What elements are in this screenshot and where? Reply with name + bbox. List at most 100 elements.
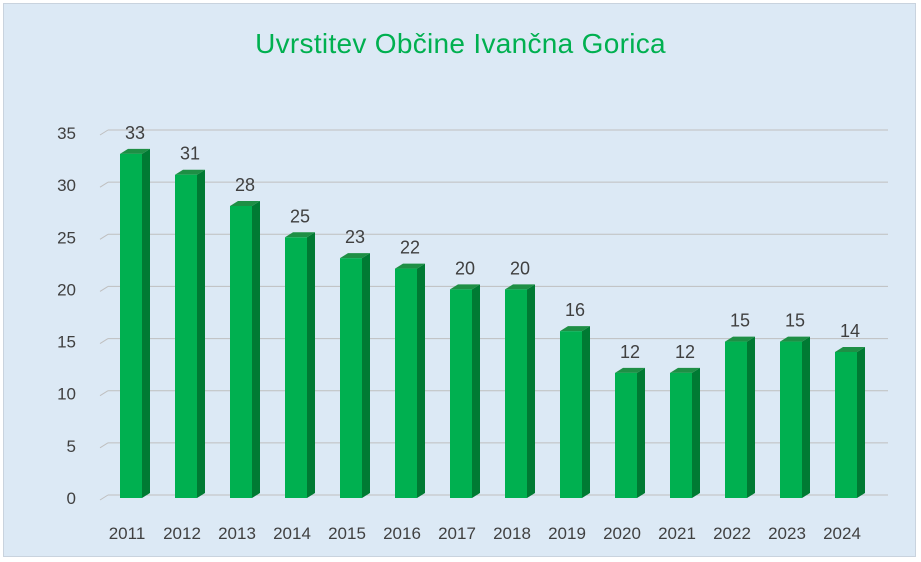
gridline-stub <box>99 494 109 501</box>
bar-front <box>725 341 747 498</box>
chart-title: Uvrstitev Občine Ivančna Gorica <box>255 28 666 59</box>
bar <box>450 284 480 498</box>
bar-front <box>670 372 692 498</box>
x-tick-label: 2021 <box>658 524 696 543</box>
bar-front <box>780 341 802 498</box>
bar <box>230 201 260 498</box>
data-label: 28 <box>235 175 255 195</box>
bar-front <box>340 258 362 498</box>
bar-side <box>307 232 315 499</box>
bar-side <box>472 284 480 498</box>
bar-front <box>175 174 197 498</box>
gridline-stub <box>99 390 109 397</box>
bar <box>175 169 205 498</box>
bar-top <box>780 336 810 342</box>
bar-side <box>527 284 535 498</box>
bar-top <box>175 169 205 175</box>
bar-side <box>802 336 810 498</box>
y-tick-label: 15 <box>57 333 76 352</box>
data-label: 16 <box>565 300 585 320</box>
data-label: 31 <box>180 144 200 164</box>
data-label: 22 <box>400 238 420 258</box>
gridline-stub <box>99 233 109 240</box>
bar-side <box>252 201 260 498</box>
y-tick-label: 10 <box>57 385 76 404</box>
y-tick-label: 25 <box>57 228 76 247</box>
bar <box>340 253 370 498</box>
data-label: 15 <box>785 311 805 331</box>
bar <box>285 232 315 499</box>
bar-top <box>230 201 260 206</box>
x-tick-label: 2013 <box>218 524 256 543</box>
bar-side <box>197 169 205 498</box>
gridline-stub <box>99 442 109 449</box>
bar-top <box>120 148 150 154</box>
x-tick-label: 2018 <box>493 524 531 543</box>
data-label: 20 <box>455 258 475 278</box>
data-label: 14 <box>840 321 860 341</box>
y-tick-label: 0 <box>67 489 76 508</box>
bar-side <box>582 326 590 498</box>
bar-top <box>615 367 645 373</box>
data-label: 23 <box>345 227 365 247</box>
x-tick-label: 2017 <box>438 524 476 543</box>
gridline-stub <box>99 286 109 292</box>
bar-top <box>450 284 480 290</box>
gridline-stub <box>99 129 109 136</box>
y-tick-label: 35 <box>57 124 76 143</box>
bar-front <box>450 289 472 498</box>
bar-top <box>670 367 700 373</box>
bar <box>120 148 150 498</box>
bar-side <box>692 367 700 498</box>
x-tick-label: 2024 <box>823 524 861 543</box>
bar-front <box>285 237 307 499</box>
data-label: 15 <box>730 311 750 331</box>
bar-top <box>395 263 425 269</box>
bar <box>780 336 810 498</box>
x-tick-label: 2020 <box>603 524 641 543</box>
bar <box>560 326 590 498</box>
bar-side <box>417 263 425 498</box>
x-tick-label: 2015 <box>328 524 366 543</box>
bar-front <box>505 289 527 498</box>
bar-front <box>560 331 582 498</box>
gridline-stub <box>99 338 109 344</box>
bar-top <box>725 336 755 342</box>
bar-front <box>120 153 142 498</box>
bar-side <box>362 253 370 498</box>
x-tick-label: 2016 <box>383 524 421 543</box>
bar-top <box>340 253 370 259</box>
y-tick-label: 5 <box>67 437 76 456</box>
bar-top <box>835 347 865 352</box>
bar-side <box>142 148 150 498</box>
bar <box>670 367 700 498</box>
data-label: 20 <box>510 258 530 278</box>
bar-side <box>637 367 645 498</box>
x-tick-label: 2022 <box>713 524 751 543</box>
bar <box>835 347 865 498</box>
x-tick-label: 2012 <box>163 524 201 543</box>
bar-front <box>230 206 252 498</box>
bar-front <box>835 352 857 498</box>
gridline-stub <box>99 181 109 188</box>
bar <box>725 336 755 498</box>
bar-front <box>615 372 637 498</box>
data-label: 33 <box>125 123 145 143</box>
x-tick-label: 2014 <box>273 524 311 543</box>
y-tick-label: 20 <box>57 280 76 299</box>
data-label: 12 <box>620 342 640 362</box>
bar-top <box>560 326 590 332</box>
bar-front <box>395 268 417 498</box>
bar-side <box>747 336 755 498</box>
y-tick-label: 30 <box>57 176 76 195</box>
x-tick-label: 2019 <box>548 524 586 543</box>
bar <box>395 263 425 498</box>
bar <box>505 284 535 498</box>
x-tick-label: 2011 <box>109 524 146 543</box>
x-tick-label: 2023 <box>768 524 806 543</box>
data-label: 12 <box>675 342 695 362</box>
bar <box>615 367 645 498</box>
bar-top <box>505 284 535 290</box>
bar-side <box>857 347 865 498</box>
